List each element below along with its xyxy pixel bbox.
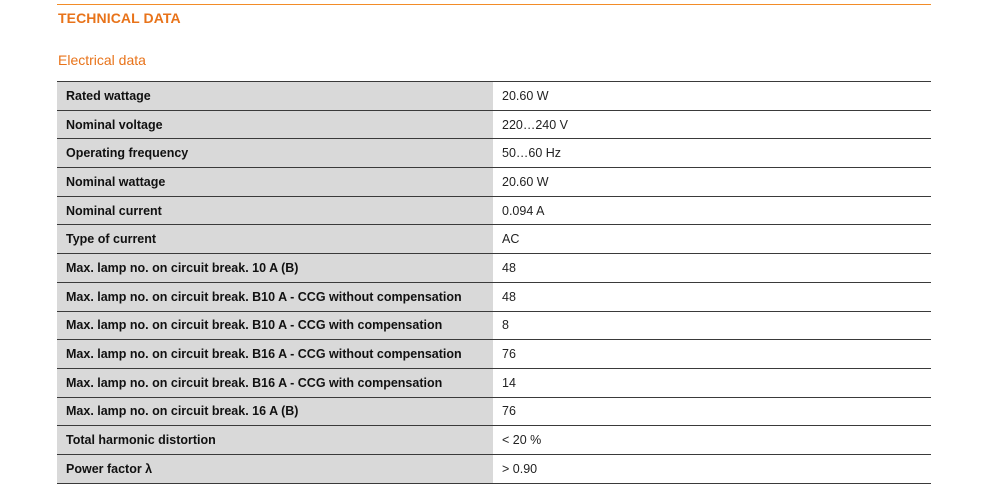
row-label: Type of current [57, 224, 493, 255]
row-label: Nominal current [57, 195, 493, 226]
table-row: Max. lamp no. on circuit break. B10 A - … [57, 281, 931, 312]
row-value: 48 [493, 281, 931, 312]
table-row: Max. lamp no. on circuit break. B16 A - … [57, 339, 931, 369]
table-row: Max. lamp no. on circuit break. 10 A (B)… [57, 253, 931, 283]
table-row: Nominal wattage 20.60 W [57, 167, 931, 197]
row-label: Nominal wattage [57, 167, 493, 197]
table-row: Max. lamp no. on circuit break. B10 A - … [57, 310, 931, 341]
row-label: Max. lamp no. on circuit break. B10 A - … [57, 281, 493, 312]
row-label: Total harmonic distortion [57, 425, 493, 455]
table-row: Rated wattage 20.60 W [57, 81, 931, 111]
row-label: Power factor λ [57, 453, 493, 484]
row-value: 48 [493, 253, 931, 283]
row-value: AC [493, 224, 931, 255]
table-row: Type of current AC [57, 224, 931, 255]
row-label: Max. lamp no. on circuit break. B10 A - … [57, 310, 493, 341]
section-title: TECHNICAL DATA [58, 10, 181, 26]
table-row: Power factor λ > 0.90 [57, 453, 931, 484]
row-label: Max. lamp no. on circuit break. 16 A (B) [57, 396, 493, 427]
row-value: 76 [493, 396, 931, 427]
subsection-title: Electrical data [58, 52, 146, 68]
table-row: Total harmonic distortion < 20 % [57, 425, 931, 455]
row-value: 14 [493, 367, 931, 398]
electrical-data-table: Rated wattage 20.60 W Nominal voltage 22… [57, 81, 931, 484]
table-row: Max. lamp no. on circuit break. B16 A - … [57, 367, 931, 398]
row-value: > 0.90 [493, 453, 931, 484]
row-label: Max. lamp no. on circuit break. B16 A - … [57, 339, 493, 369]
row-value: 76 [493, 339, 931, 369]
table-row: Operating frequency 50…60 Hz [57, 138, 931, 169]
row-label: Max. lamp no. on circuit break. 10 A (B) [57, 253, 493, 283]
row-value: 20.60 W [493, 81, 931, 111]
row-label: Nominal voltage [57, 109, 493, 140]
row-label: Operating frequency [57, 138, 493, 169]
row-value: 50…60 Hz [493, 138, 931, 169]
row-label: Rated wattage [57, 81, 493, 111]
row-value: < 20 % [493, 425, 931, 455]
row-value: 0.094 A [493, 195, 931, 226]
table-row: Nominal current 0.094 A [57, 195, 931, 226]
row-value: 8 [493, 310, 931, 341]
row-value: 20.60 W [493, 167, 931, 197]
table-row: Max. lamp no. on circuit break. 16 A (B)… [57, 396, 931, 427]
row-value: 220…240 V [493, 109, 931, 140]
header-rule [57, 4, 931, 5]
row-label: Max. lamp no. on circuit break. B16 A - … [57, 367, 493, 398]
table-row: Nominal voltage 220…240 V [57, 109, 931, 140]
